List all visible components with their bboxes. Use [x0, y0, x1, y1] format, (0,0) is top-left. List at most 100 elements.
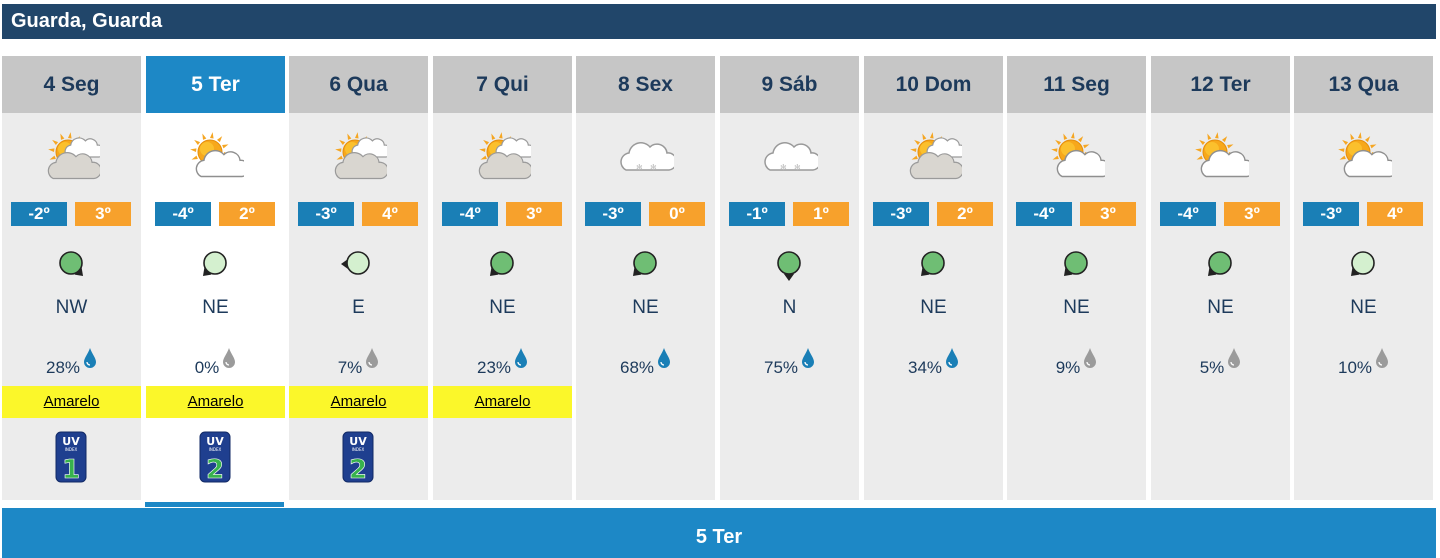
warning-link[interactable]: Amarelo — [187, 393, 244, 410]
day-tab[interactable]: 13 Qua — [1294, 56, 1433, 113]
min-temperature: -4º — [1160, 202, 1216, 226]
sun-cloud-icon — [906, 130, 967, 186]
sun-cloud-icon — [44, 130, 105, 186]
selected-day-bar[interactable]: 5 Ter — [2, 508, 1436, 558]
location-title: Guarda, Guarda — [2, 4, 1436, 39]
partly-cloudy-icon — [188, 130, 250, 186]
max-temperature: 3º — [506, 202, 562, 226]
temperature-range: -4º 3º — [1151, 202, 1290, 226]
temperature-range: -2º 3º — [2, 202, 141, 226]
day-tab[interactable]: 6 Qua — [289, 56, 428, 113]
day-tab[interactable]: 10 Dom — [864, 56, 1003, 113]
min-temperature: -4º — [155, 202, 211, 226]
day-column[interactable]: 13 Qua -3º 4º NE 10% — [1294, 56, 1433, 500]
wind-direction-icon — [197, 246, 233, 282]
day-column[interactable]: 11 Seg -4º 3º NE 9% — [1007, 56, 1146, 500]
temperature-range: -3º 4º — [1294, 202, 1433, 226]
svg-text:UV: UV — [349, 435, 367, 448]
forecast-days: 4 Seg -2º 3º NW 28% Amarelo UV INDEX 1 5 T… — [2, 56, 1436, 502]
temperature-range: -3º 0º — [576, 202, 715, 226]
day-column[interactable]: 7 Qui -4º 3º NE 23% Amarelo — [433, 56, 572, 500]
weather-warning: Amarelo — [433, 386, 572, 418]
raindrop-icon — [801, 347, 815, 369]
min-temperature: -3º — [298, 202, 354, 226]
wind-direction-label: NE — [1207, 297, 1234, 318]
wind-direction-label: NW — [55, 297, 88, 318]
wind-direction-label: NE — [489, 297, 516, 318]
weather-warning: Amarelo — [289, 386, 428, 418]
max-temperature: 1º — [793, 202, 849, 226]
warning-link[interactable]: Amarelo — [43, 393, 100, 410]
wind-direction-label: NE — [632, 297, 659, 318]
day-tab[interactable]: 12 Ter — [1151, 56, 1290, 113]
svg-text:INDEX: INDEX — [209, 447, 222, 452]
day-tab[interactable]: 11 Seg — [1007, 56, 1146, 113]
precipitation-value: 75% — [763, 358, 799, 377]
min-temperature: -1º — [729, 202, 785, 226]
max-temperature: 0º — [649, 202, 705, 226]
temperature-range: -4º 2º — [146, 202, 285, 226]
day-tab[interactable]: 7 Qui — [433, 56, 572, 113]
partly-cloudy-icon — [1336, 130, 1398, 186]
raindrop-icon — [1083, 347, 1097, 369]
svg-text:UV: UV — [62, 435, 80, 448]
precipitation: 34% — [864, 347, 1003, 378]
day-column[interactable]: 8 Sex ✻ ✻ -3º 0º NE 68% — [576, 56, 715, 500]
svg-text:✻: ✻ — [636, 163, 643, 172]
precipitation: 75% — [720, 347, 859, 378]
uv-index-icon: UV INDEX 2 — [342, 431, 374, 485]
day-column[interactable]: 6 Qua -3º 4º E 7% Amarelo UV INDEX 2 — [289, 56, 428, 500]
weather-warning: Amarelo — [146, 386, 285, 418]
day-tab[interactable]: 5 Ter — [146, 56, 285, 113]
wind-direction-label: NE — [1350, 297, 1377, 318]
day-tab[interactable]: 9 Sáb — [720, 56, 859, 113]
svg-text:2: 2 — [349, 455, 367, 483]
temperature-range: -3º 2º — [864, 202, 1003, 226]
raindrop-icon — [1227, 347, 1241, 369]
raindrop-icon — [514, 347, 528, 369]
day-column[interactable]: 10 Dom -3º 2º NE 34% — [864, 56, 1003, 500]
max-temperature: 2º — [937, 202, 993, 226]
raindrop-icon — [365, 347, 379, 369]
max-temperature: 3º — [1080, 202, 1136, 226]
wind-direction-label: N — [782, 297, 797, 318]
wind-direction-icon — [915, 246, 951, 282]
warning-link[interactable]: Amarelo — [474, 393, 531, 410]
day-column[interactable]: 12 Ter -4º 3º NE 5% — [1151, 56, 1290, 500]
wind-direction-icon — [1202, 246, 1238, 282]
temperature-range: -3º 4º — [289, 202, 428, 226]
raindrop-icon — [83, 347, 97, 369]
precipitation-value: 5% — [1199, 358, 1225, 377]
svg-text:UV: UV — [206, 435, 224, 448]
day-column[interactable]: 5 Ter -4º 2º NE 0% Amarelo UV INDEX 2 — [146, 56, 285, 500]
wind-direction-icon — [53, 246, 89, 282]
min-temperature: -4º — [442, 202, 498, 226]
precipitation: 0% — [146, 347, 285, 378]
precipitation-value: 68% — [619, 358, 655, 377]
svg-text:✻: ✻ — [780, 163, 787, 172]
wind-direction-icon — [484, 246, 520, 282]
wind-direction-icon — [340, 246, 376, 282]
temperature-range: -1º 1º — [720, 202, 859, 226]
wind-direction-icon — [771, 246, 807, 282]
raindrop-icon — [945, 347, 959, 369]
day-column[interactable]: 9 Sáb ✻ ✻ -1º 1º N 75% — [720, 56, 859, 500]
precipitation-value: 34% — [907, 358, 943, 377]
precipitation: 68% — [576, 347, 715, 378]
warning-link[interactable]: Amarelo — [330, 393, 387, 410]
partly-cloudy-icon — [1049, 130, 1111, 186]
precipitation: 10% — [1294, 347, 1433, 378]
precipitation: 9% — [1007, 347, 1146, 378]
snow-cloud-icon: ✻ ✻ — [618, 130, 678, 186]
day-tab[interactable]: 4 Seg — [2, 56, 141, 113]
day-column[interactable]: 4 Seg -2º 3º NW 28% Amarelo UV INDEX 1 — [2, 56, 141, 500]
wind-direction-label: NE — [1063, 297, 1090, 318]
precipitation: 23% — [433, 347, 572, 378]
uv-index-icon: UV INDEX 2 — [199, 431, 231, 485]
max-temperature: 2º — [219, 202, 275, 226]
sun-cloud-icon — [475, 130, 536, 186]
day-tab[interactable]: 8 Sex — [576, 56, 715, 113]
svg-text:1: 1 — [62, 455, 80, 483]
precipitation-value: 7% — [337, 358, 363, 377]
temperature-range: -4º 3º — [433, 202, 572, 226]
